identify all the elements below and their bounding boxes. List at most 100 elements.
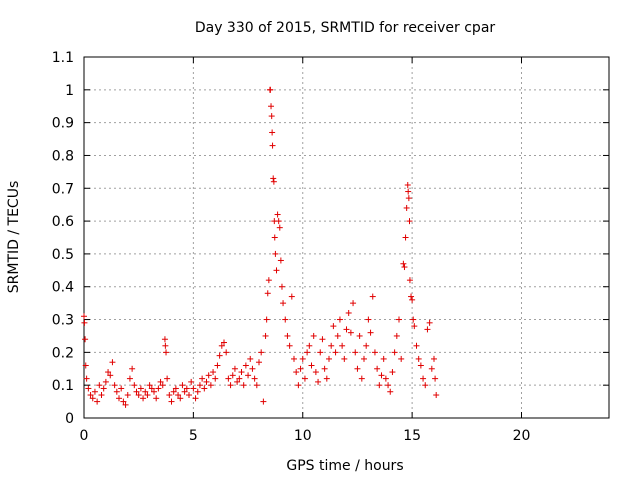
- data-point: [286, 342, 293, 349]
- data-point: [403, 204, 410, 211]
- x-tick-label: 20: [513, 428, 531, 444]
- data-point: [323, 375, 330, 382]
- data-point: [234, 378, 241, 385]
- data-point: [251, 375, 258, 382]
- x-axis-ticks: 0 5 10 15 20: [80, 57, 531, 444]
- data-point: [157, 378, 164, 385]
- data-point: [94, 398, 101, 405]
- data-point: [144, 392, 151, 399]
- data-point: [120, 398, 127, 405]
- data-point: [365, 316, 372, 323]
- data-point: [205, 372, 212, 379]
- x-tick-label: 0: [80, 428, 89, 444]
- data-point: [148, 385, 155, 392]
- x-tick-label: 10: [294, 428, 312, 444]
- data-point: [271, 234, 278, 241]
- data-point: [163, 349, 170, 356]
- data-point: [420, 375, 427, 382]
- data-point: [401, 264, 408, 271]
- data-point: [264, 290, 271, 297]
- data-point: [249, 365, 256, 372]
- data-point: [140, 395, 147, 402]
- plot-frame: [83, 56, 610, 419]
- data-point: [238, 369, 245, 376]
- y-tick-label: 0: [65, 411, 74, 427]
- data-point: [336, 316, 343, 323]
- data-point: [177, 395, 184, 402]
- data-point: [352, 349, 359, 356]
- data-point: [284, 332, 291, 339]
- data-point: [201, 385, 208, 392]
- data-point: [408, 293, 415, 300]
- data-point: [199, 375, 206, 382]
- data-point: [216, 352, 223, 359]
- y-tick-label: 0.7: [52, 181, 74, 197]
- data-point: [269, 142, 276, 149]
- data-point: [240, 382, 247, 389]
- data-point: [406, 218, 413, 225]
- data-point: [105, 369, 112, 376]
- data-point: [111, 382, 118, 389]
- data-point: [194, 388, 201, 395]
- data-point: [96, 382, 103, 389]
- y-tick-label: 0.3: [52, 313, 74, 329]
- data-point: [225, 375, 232, 382]
- data-point: [183, 385, 190, 392]
- data-point: [179, 382, 186, 389]
- data-point: [428, 365, 435, 372]
- data-point: [83, 375, 90, 382]
- data-point: [382, 375, 389, 382]
- data-point: [291, 355, 297, 362]
- y-tick-label: 0.2: [52, 345, 74, 361]
- data-point: [398, 355, 405, 362]
- data-point: [188, 378, 195, 385]
- data-point: [270, 175, 277, 182]
- data-point: [409, 296, 416, 303]
- data-point: [343, 326, 350, 333]
- data-point: [122, 401, 129, 408]
- data-point: [231, 365, 238, 372]
- data-point: [135, 392, 142, 399]
- data-point: [190, 385, 197, 392]
- data-point: [227, 382, 234, 389]
- chart-title: Day 330 of 2015, SRMTID for receiver cpa…: [195, 20, 496, 36]
- data-point: [124, 392, 131, 399]
- data-point: [424, 326, 431, 333]
- data-point: [269, 129, 276, 136]
- data-point: [146, 382, 153, 389]
- data-point: [299, 355, 306, 362]
- data-point: [133, 388, 140, 395]
- data-point: [170, 388, 177, 395]
- data-point: [417, 362, 424, 369]
- data-point: [236, 375, 243, 382]
- data-point: [263, 316, 270, 323]
- data-point: [113, 388, 120, 395]
- data-point: [297, 365, 304, 372]
- data-point: [82, 362, 89, 369]
- data-point: [107, 372, 114, 379]
- data-point: [413, 342, 420, 349]
- data-point: [268, 103, 275, 110]
- data-point: [98, 392, 105, 399]
- data-point: [275, 218, 282, 225]
- data-point: [380, 355, 387, 362]
- data-point: [218, 342, 225, 349]
- data-point: [212, 375, 219, 382]
- data-point: [223, 349, 230, 356]
- data-point: [253, 382, 260, 389]
- data-point: [277, 257, 284, 264]
- data-point: [161, 336, 168, 343]
- y-tick-label: 0.1: [52, 378, 74, 394]
- data-point: [426, 319, 433, 326]
- data-point: [214, 362, 221, 369]
- data-point: [391, 349, 398, 356]
- data-point: [267, 86, 274, 93]
- data-point: [221, 339, 227, 346]
- data-point: [422, 382, 429, 389]
- data-point: [153, 395, 160, 402]
- data-point: [181, 388, 188, 395]
- x-axis-label: GPS time / hours: [286, 458, 403, 474]
- data-point: [431, 355, 437, 362]
- data-point: [319, 336, 326, 343]
